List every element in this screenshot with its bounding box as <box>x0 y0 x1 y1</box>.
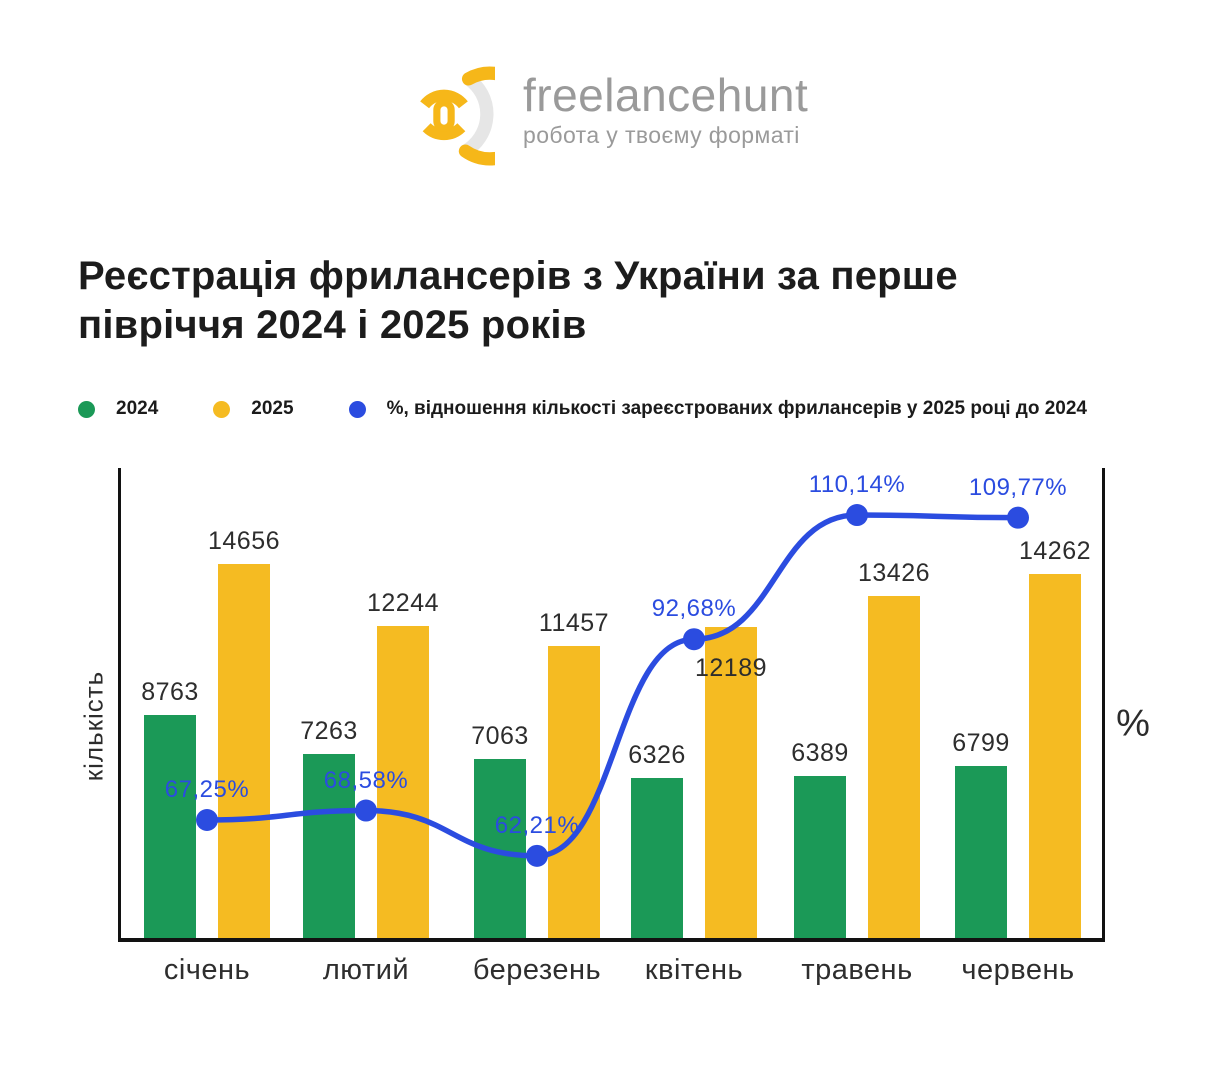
x-axis-label-червень: червень <box>961 954 1075 986</box>
line-point-січень <box>196 809 218 831</box>
line-point-травень <box>846 504 868 527</box>
percent-label-червень: 109,77% <box>968 473 1068 501</box>
bar-value-label-2025-червень: 14262 <box>1018 537 1092 565</box>
bar-value-label-2025-травень: 13426 <box>857 559 931 587</box>
y-axis-left <box>118 468 121 940</box>
x-axis-label-лютий: лютий <box>322 954 410 986</box>
line-point-квітень <box>683 628 705 651</box>
legend-label-percent: %, відношення кількості зареєстрованих ф… <box>386 398 1087 419</box>
chart-plot-area: кількість % 8763 7263 7063 6326 6389 6799 1465… <box>79 468 1150 986</box>
bar-2025-червень <box>1029 574 1081 940</box>
legend-item-2024: 2024 <box>78 398 158 420</box>
legend-item-percent: %, відношення кількості зареєстрованих ф… <box>348 398 1087 420</box>
bar-value-label-2024-січень: 8763 <box>141 678 199 706</box>
bar-2025-лютий <box>377 626 429 940</box>
legend-dot-percent-icon <box>348 400 366 418</box>
bar-value-label-2024-лютий: 7263 <box>300 717 358 745</box>
bar-value-label-2025-січень: 14656 <box>207 527 281 555</box>
brand-name: freelancehunt <box>523 69 809 121</box>
y-axis-right-title: % <box>1116 702 1150 745</box>
x-axis <box>118 938 1105 942</box>
bar-2024-січень <box>144 715 196 940</box>
bar-value-label-2024-березень: 7063 <box>471 722 529 750</box>
bar-value-label-2024-квітень: 6326 <box>628 741 686 769</box>
x-axis-label-березень: березень <box>472 954 602 986</box>
freelancehunt-logo-icon <box>420 66 495 166</box>
x-axis-label-травень: травень <box>801 954 913 986</box>
line-point-березень <box>526 844 548 867</box>
percent-label-травень: 110,14% <box>808 471 906 499</box>
logo: freelancehunt робота у твоєму форматі <box>393 60 808 168</box>
line-point-лютий <box>355 799 377 822</box>
y-axis-right <box>1102 468 1105 940</box>
bar-value-label-2024-червень: 6799 <box>952 729 1010 757</box>
bar-2024-лютий <box>303 754 355 940</box>
bar-2024-червень <box>955 766 1007 940</box>
legend-item-2025: 2025 <box>213 398 294 420</box>
x-axis-label-січень: січень <box>163 954 251 986</box>
brand-tagline: робота у твоєму форматі <box>523 122 800 148</box>
percent-label-січень: 67,25% <box>164 776 250 803</box>
percent-line-chart <box>196 504 1029 867</box>
bar-2024-квітень <box>631 778 683 940</box>
legend-label-2025: 2025 <box>251 398 294 419</box>
bar-2025-квітень <box>705 627 757 940</box>
bar-value-label-2025-лютий: 12244 <box>366 589 440 617</box>
percent-label-квітень: 92,68% <box>651 595 737 623</box>
bar-2024-травень <box>794 776 846 940</box>
percent-label-березень: 62,21% <box>494 811 580 839</box>
legend-dot-2025-icon <box>213 400 231 418</box>
bar-value-label-2024-травень: 6389 <box>791 739 849 767</box>
bar-value-label-2025-березень: 11457 <box>538 609 610 637</box>
page-title: Реєстрація фрилансерів з України за перш… <box>78 254 958 348</box>
y-axis-left-title: кількість <box>78 670 109 782</box>
bar-2025-січень <box>218 564 270 940</box>
line-point-червень <box>1007 506 1029 529</box>
bar-2025-травень <box>868 596 920 940</box>
legend-dot-2024-icon <box>78 400 95 418</box>
percent-label-лютий: 68,58% <box>323 766 409 794</box>
bar-value-label-2025-квітень: 12189 <box>694 654 768 682</box>
legend-label-2024: 2024 <box>116 398 159 419</box>
chart-legend: 2024 2025 %, відношення кількості зареєс… <box>78 398 1087 420</box>
x-axis-label-квітень: квітень <box>644 954 744 986</box>
bar-2025-березень <box>548 646 600 940</box>
